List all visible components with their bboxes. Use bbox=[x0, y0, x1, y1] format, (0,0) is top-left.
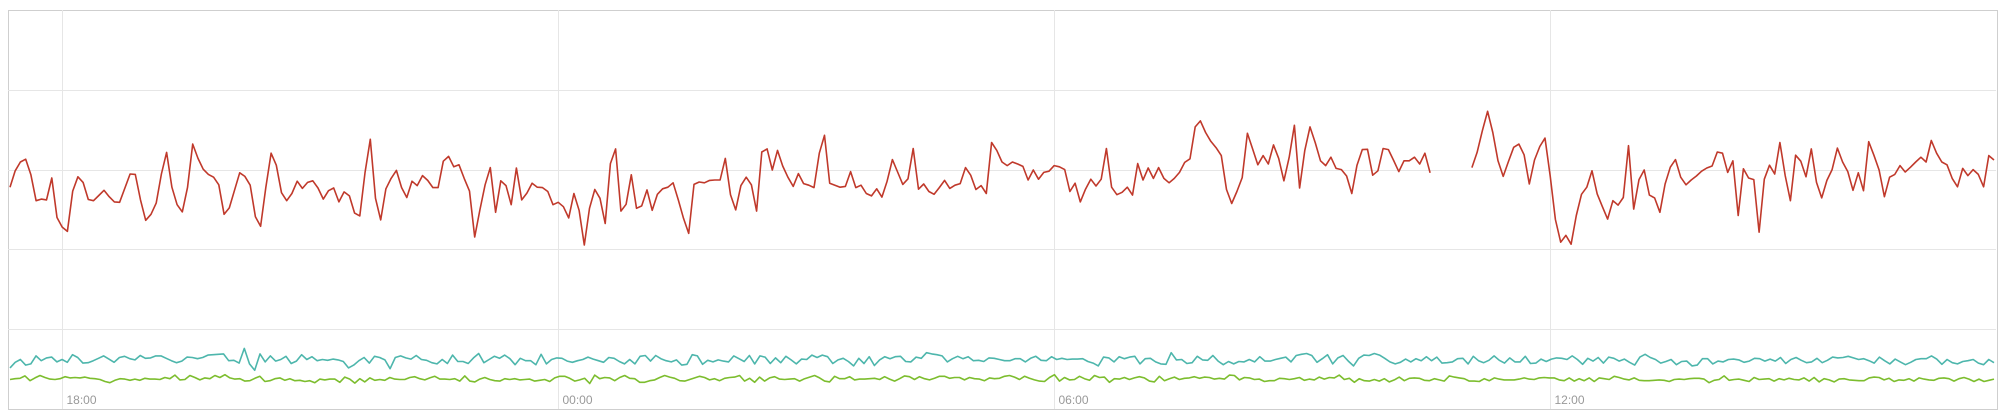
y-gridlines bbox=[8, 90, 1996, 330]
plot-frame bbox=[8, 10, 1998, 410]
x-tick-label: 12:00 bbox=[1555, 393, 1585, 407]
x-tick-label: 06:00 bbox=[1059, 393, 1089, 407]
series-line-0 bbox=[9, 110, 1995, 246]
x-gridlines bbox=[62, 10, 1551, 409]
series-layer bbox=[9, 110, 1995, 385]
x-tick-label: 18:00 bbox=[67, 393, 97, 407]
series-line-1 bbox=[9, 347, 1995, 372]
series-line-2 bbox=[9, 373, 1995, 385]
x-tick-label: 00:00 bbox=[563, 393, 593, 407]
x-tick-labels: 18:00 00:00 06:00 12:00 bbox=[67, 393, 1585, 407]
